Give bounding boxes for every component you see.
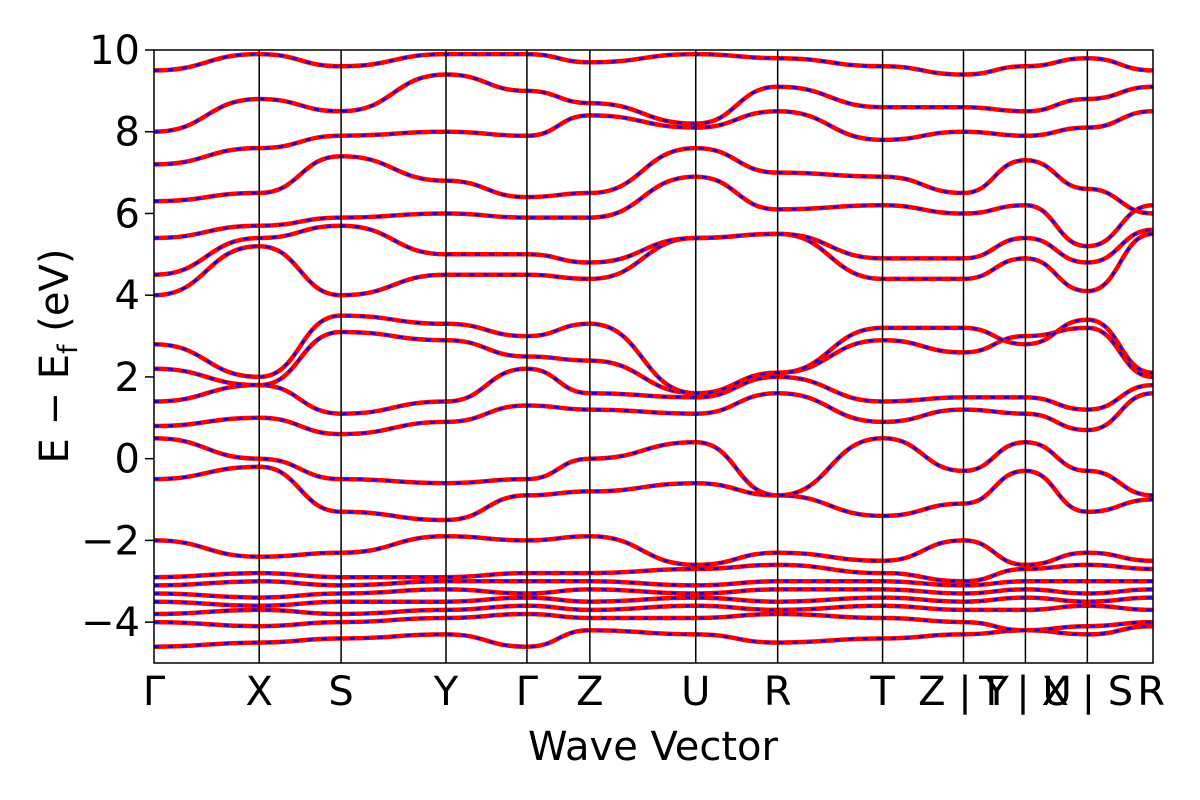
band-line-blue-6 [154,563,1153,583]
x-kpoint-label: Γ [516,669,539,715]
band-line-blue-0 [154,624,1153,648]
band-line-red-16 [154,174,1153,249]
band-line-red-4 [154,587,1153,600]
x-kpoint-label: T | U [978,669,1072,715]
band-line-red-3 [154,595,1153,609]
band-line-red-11 [154,366,1153,416]
y-axis-title-subscript: f [53,343,84,354]
bands-layer [154,51,1153,649]
y-axis-title: E − Ef (eV) [32,249,84,464]
band-line-blue-5 [154,580,1153,587]
band-line-red-17 [154,145,1153,216]
y-tick-label: 2 [115,355,140,401]
band-line-blue-20 [154,52,1153,76]
x-kpoint-label: T [869,669,895,715]
band-line-blue-13 [154,314,1153,395]
band-line-red-5 [154,579,1153,588]
x-kpoint-label: Z | Y [918,669,1009,715]
x-kpoint-label: Y [433,669,459,715]
y-axis-title-unit: (eV) [32,249,78,345]
band-line-blue-7 [154,535,1153,567]
high-symmetry-lines [258,50,1089,663]
x-kpoint-label: Z [576,669,603,715]
band-line-red-6 [154,562,1153,584]
band-line-red-19 [154,72,1153,134]
y-tick-label: −4 [81,600,140,646]
y-tick-label: 10 [89,28,140,74]
band-line-red-1 [154,611,1153,633]
y-axis-title-main: E − E [32,354,78,464]
band-line-blue-18 [154,110,1153,166]
y-tick-label: −2 [81,518,140,564]
y-tick-label: 0 [115,437,140,483]
x-kpoint-label: Γ [143,669,166,715]
band-line-red-2 [154,603,1153,617]
x-kpoint-label: R [764,669,792,715]
x-kpoint-label: U [681,669,710,715]
band-line-red-8 [154,464,1153,523]
band-line-blue-11 [154,367,1153,415]
x-kpoint-label: X [245,669,272,715]
y-tick-label: 4 [115,273,140,319]
x-kpoint-label: X | S [1042,669,1134,715]
band-line-blue-17 [154,146,1153,215]
y-tick-label: 6 [115,191,140,237]
band-line-red-7 [154,534,1153,568]
x-axis-title: Wave Vector [528,724,779,770]
x-kpoint-label: S [328,669,353,715]
y-axis-ticks: −4 −2 0 2 4 6 8 10 [81,28,154,646]
x-kpoint-label: R [1137,669,1165,715]
plot-frame [153,49,1154,664]
y-tick-label: 8 [115,110,140,156]
band-line-blue-2 [154,604,1153,616]
